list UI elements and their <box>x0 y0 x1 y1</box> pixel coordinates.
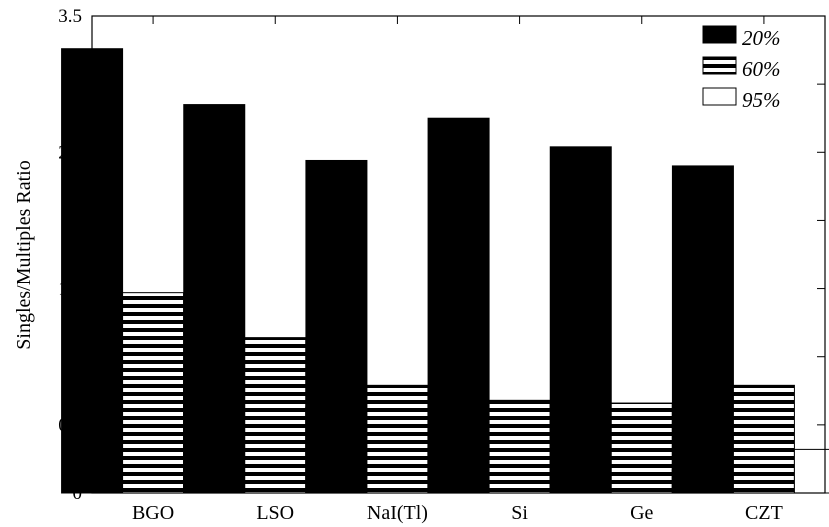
bar-20pct-czt <box>671 165 734 494</box>
bar-95pct-czt <box>793 448 829 494</box>
legend: 20% 60% 95% <box>702 25 781 112</box>
plot-frame <box>91 15 826 494</box>
bar-60pct-bgo <box>122 292 185 494</box>
bar-60pct-czt <box>732 384 795 494</box>
x-category-label: Si <box>511 502 528 524</box>
legend-label: 20% <box>742 26 781 50</box>
bars <box>61 48 829 494</box>
legend-swatch <box>702 56 737 75</box>
bar-20pct-ge <box>549 146 612 494</box>
bar-20pct-naitl <box>305 159 368 494</box>
x-category-label: NaI(Tl) <box>367 502 428 524</box>
x-category-label: Ge <box>630 502 653 524</box>
x-category-label: CZT <box>745 502 783 524</box>
bar-60pct-naitl <box>366 384 429 494</box>
bar-60pct-ge <box>610 402 673 494</box>
bar-20pct-si <box>427 117 490 494</box>
bar-60pct-lso <box>244 337 307 494</box>
y-tick-label: 3.5 <box>58 6 82 27</box>
x-category-label: BGO <box>132 502 174 524</box>
x-category-label: LSO <box>256 502 294 524</box>
bar-60pct-si <box>488 399 551 494</box>
legend-swatch <box>702 87 737 106</box>
y-axis-label: Singles/Multiples Ratio <box>13 160 35 349</box>
legend-label: 95% <box>742 88 781 112</box>
legend-label: 60% <box>742 57 781 81</box>
bar-20pct-lso <box>183 104 246 494</box>
legend-swatch <box>702 25 737 44</box>
